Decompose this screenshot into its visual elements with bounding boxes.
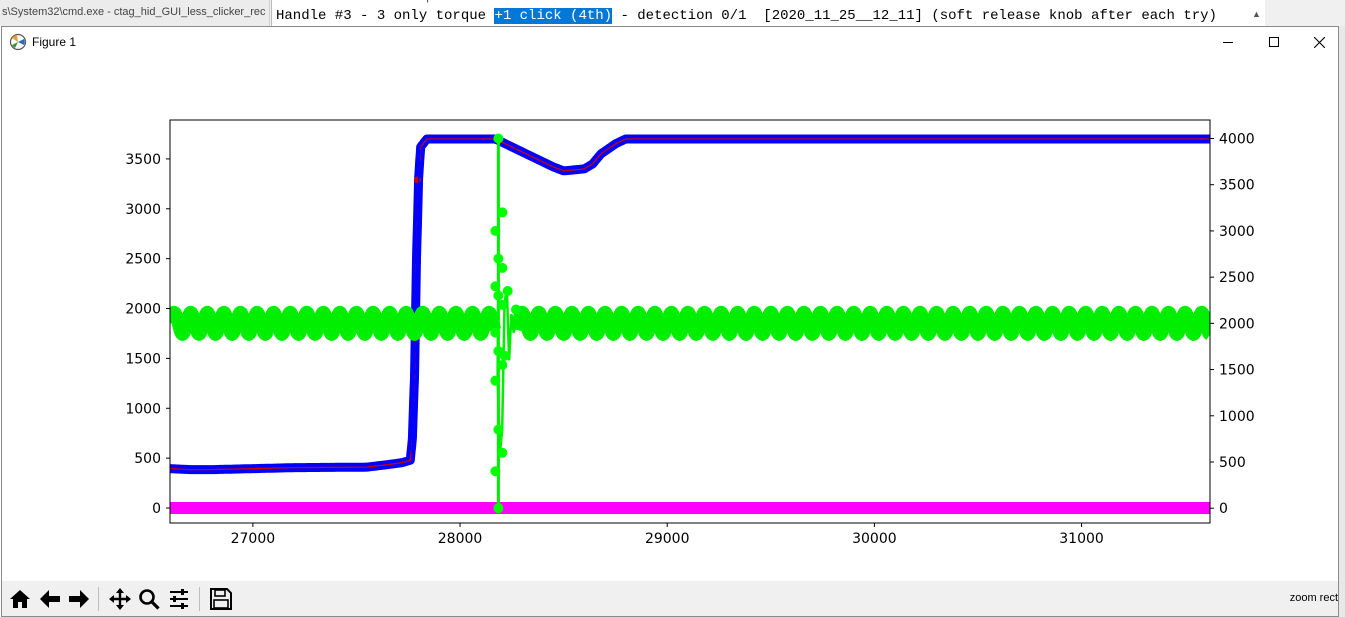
figure-canvas[interactable]: 27000 28000 29000 30000 31000 0 500 1000 1500 200… xyxy=(2,57,1338,581)
position-rise-line xyxy=(411,143,421,461)
x-tick-label: 27000 xyxy=(231,531,276,547)
home-button[interactable] xyxy=(6,585,34,613)
maximize-icon xyxy=(1269,37,1279,47)
torque-spike-marker xyxy=(493,424,504,435)
y-left-tick-label: 1000 xyxy=(125,401,161,417)
y-left-tick-label: 3000 xyxy=(125,202,161,218)
home-icon xyxy=(10,590,30,608)
y-left-tick-label: 500 xyxy=(134,451,161,467)
scroll-up-icon[interactable]: ▲ xyxy=(1252,9,1261,19)
notepad-text-after: - detection 0/1 [2020_11_25__12_11] (sof… xyxy=(612,8,1217,24)
notepad-menu[interactable]: File Edit Format View Help xyxy=(278,0,432,3)
figure-window: Figure 1 27000 28000 29000 30000 31000 0 500 10… xyxy=(1,26,1339,617)
floppy-icon xyxy=(210,588,232,610)
y-left-tick-label: 1500 xyxy=(125,351,161,367)
torque-oscillation-left xyxy=(170,305,502,341)
torque-spike-marker xyxy=(497,359,508,370)
x-tick-label: 31000 xyxy=(1059,531,1104,547)
toolbar-status-text: zoom rect xyxy=(1289,592,1338,604)
background-window-edge xyxy=(1339,26,1345,617)
back-button[interactable] xyxy=(36,585,64,613)
configure-button[interactable] xyxy=(165,585,193,613)
torque-spike-marker xyxy=(499,350,510,361)
notepad-text-selected: +1 click (4th) xyxy=(494,8,613,24)
y-left-tick-label: 2500 xyxy=(125,252,161,268)
notepad-window[interactable]: File Edit Format View Help Handle #3 - 3… xyxy=(271,0,1265,26)
x-tick-label: 29000 xyxy=(645,531,690,547)
move-icon xyxy=(109,588,131,610)
torque-spike-marker xyxy=(497,299,508,310)
window-title: Figure 1 xyxy=(32,35,77,49)
torque-spike-marker xyxy=(497,262,508,273)
torque-spike-marker xyxy=(497,207,508,218)
title-bar[interactable]: Figure 1 xyxy=(2,27,1338,57)
torque-spike-marker xyxy=(493,253,504,264)
y-right-tick-label: 1000 xyxy=(1219,409,1255,425)
save-button[interactable] xyxy=(207,585,235,613)
y-left-tick-label: 3500 xyxy=(125,152,161,168)
torque-spike-marker xyxy=(490,466,501,477)
cmd-window-title[interactable]: s\System32\cmd.exe - ctag_hid_GUI_less_c… xyxy=(0,0,270,26)
torque-spike-marker xyxy=(493,290,504,301)
torque-oscillation-right xyxy=(510,305,1210,341)
y-right-tick-label: 2500 xyxy=(1219,270,1255,286)
y-left-tick-label: 2000 xyxy=(125,302,161,318)
navigation-toolbar: zoom rect xyxy=(2,581,1338,616)
x-tick-label: 30000 xyxy=(852,531,897,547)
chart[interactable]: 27000 28000 29000 30000 31000050010001500200… xyxy=(2,57,1338,581)
maximize-button[interactable] xyxy=(1251,27,1297,57)
x-tick-label: 28000 xyxy=(438,531,483,547)
torque-spike-marker xyxy=(493,133,504,144)
matplotlib-icon xyxy=(9,33,27,51)
torque-spike-marker xyxy=(510,304,521,315)
y-left-tick-label: 0 xyxy=(152,501,161,517)
torque-spike-marker xyxy=(502,285,513,296)
magnifier-icon xyxy=(139,589,160,610)
y-right-tick-label: 2000 xyxy=(1219,316,1255,332)
toolbar-separator xyxy=(98,587,99,611)
axes-frame xyxy=(169,119,1211,524)
torque-spike-marker xyxy=(490,281,501,292)
close-button[interactable] xyxy=(1296,27,1342,57)
position-highlight-marker xyxy=(414,176,422,184)
close-icon xyxy=(1313,36,1325,48)
y-right-tick-label: 3500 xyxy=(1219,178,1255,194)
toolbar-separator xyxy=(199,587,200,611)
y-right-tick-label: 1500 xyxy=(1219,363,1255,379)
y-right-tick-label: 4000 xyxy=(1219,131,1255,147)
notepad-text-before: Handle #3 - 3 only torque xyxy=(276,8,495,24)
zoom-button[interactable] xyxy=(135,585,163,613)
pan-button[interactable] xyxy=(106,585,134,613)
torque-spike-marker xyxy=(490,327,501,338)
notepad-text-line[interactable]: Handle #3 - 3 only torque +1 click (4th)… xyxy=(276,8,1217,24)
y-right-tick-label: 3000 xyxy=(1219,224,1255,240)
plot-series-group xyxy=(170,133,1210,515)
forward-button[interactable] xyxy=(65,585,93,613)
torque-spike-marker xyxy=(493,503,504,514)
arrow-left-icon xyxy=(40,590,60,608)
y-right-tick-label: 500 xyxy=(1219,455,1246,471)
sliders-icon xyxy=(170,589,188,609)
minimize-icon xyxy=(1223,42,1233,43)
arrow-right-icon xyxy=(69,590,89,608)
torque-spike-marker xyxy=(490,375,501,386)
minimize-button[interactable] xyxy=(1205,27,1251,57)
torque-spike-marker xyxy=(490,225,501,236)
y-right-tick-label: 0 xyxy=(1219,501,1228,517)
torque-spike-marker xyxy=(497,447,508,458)
